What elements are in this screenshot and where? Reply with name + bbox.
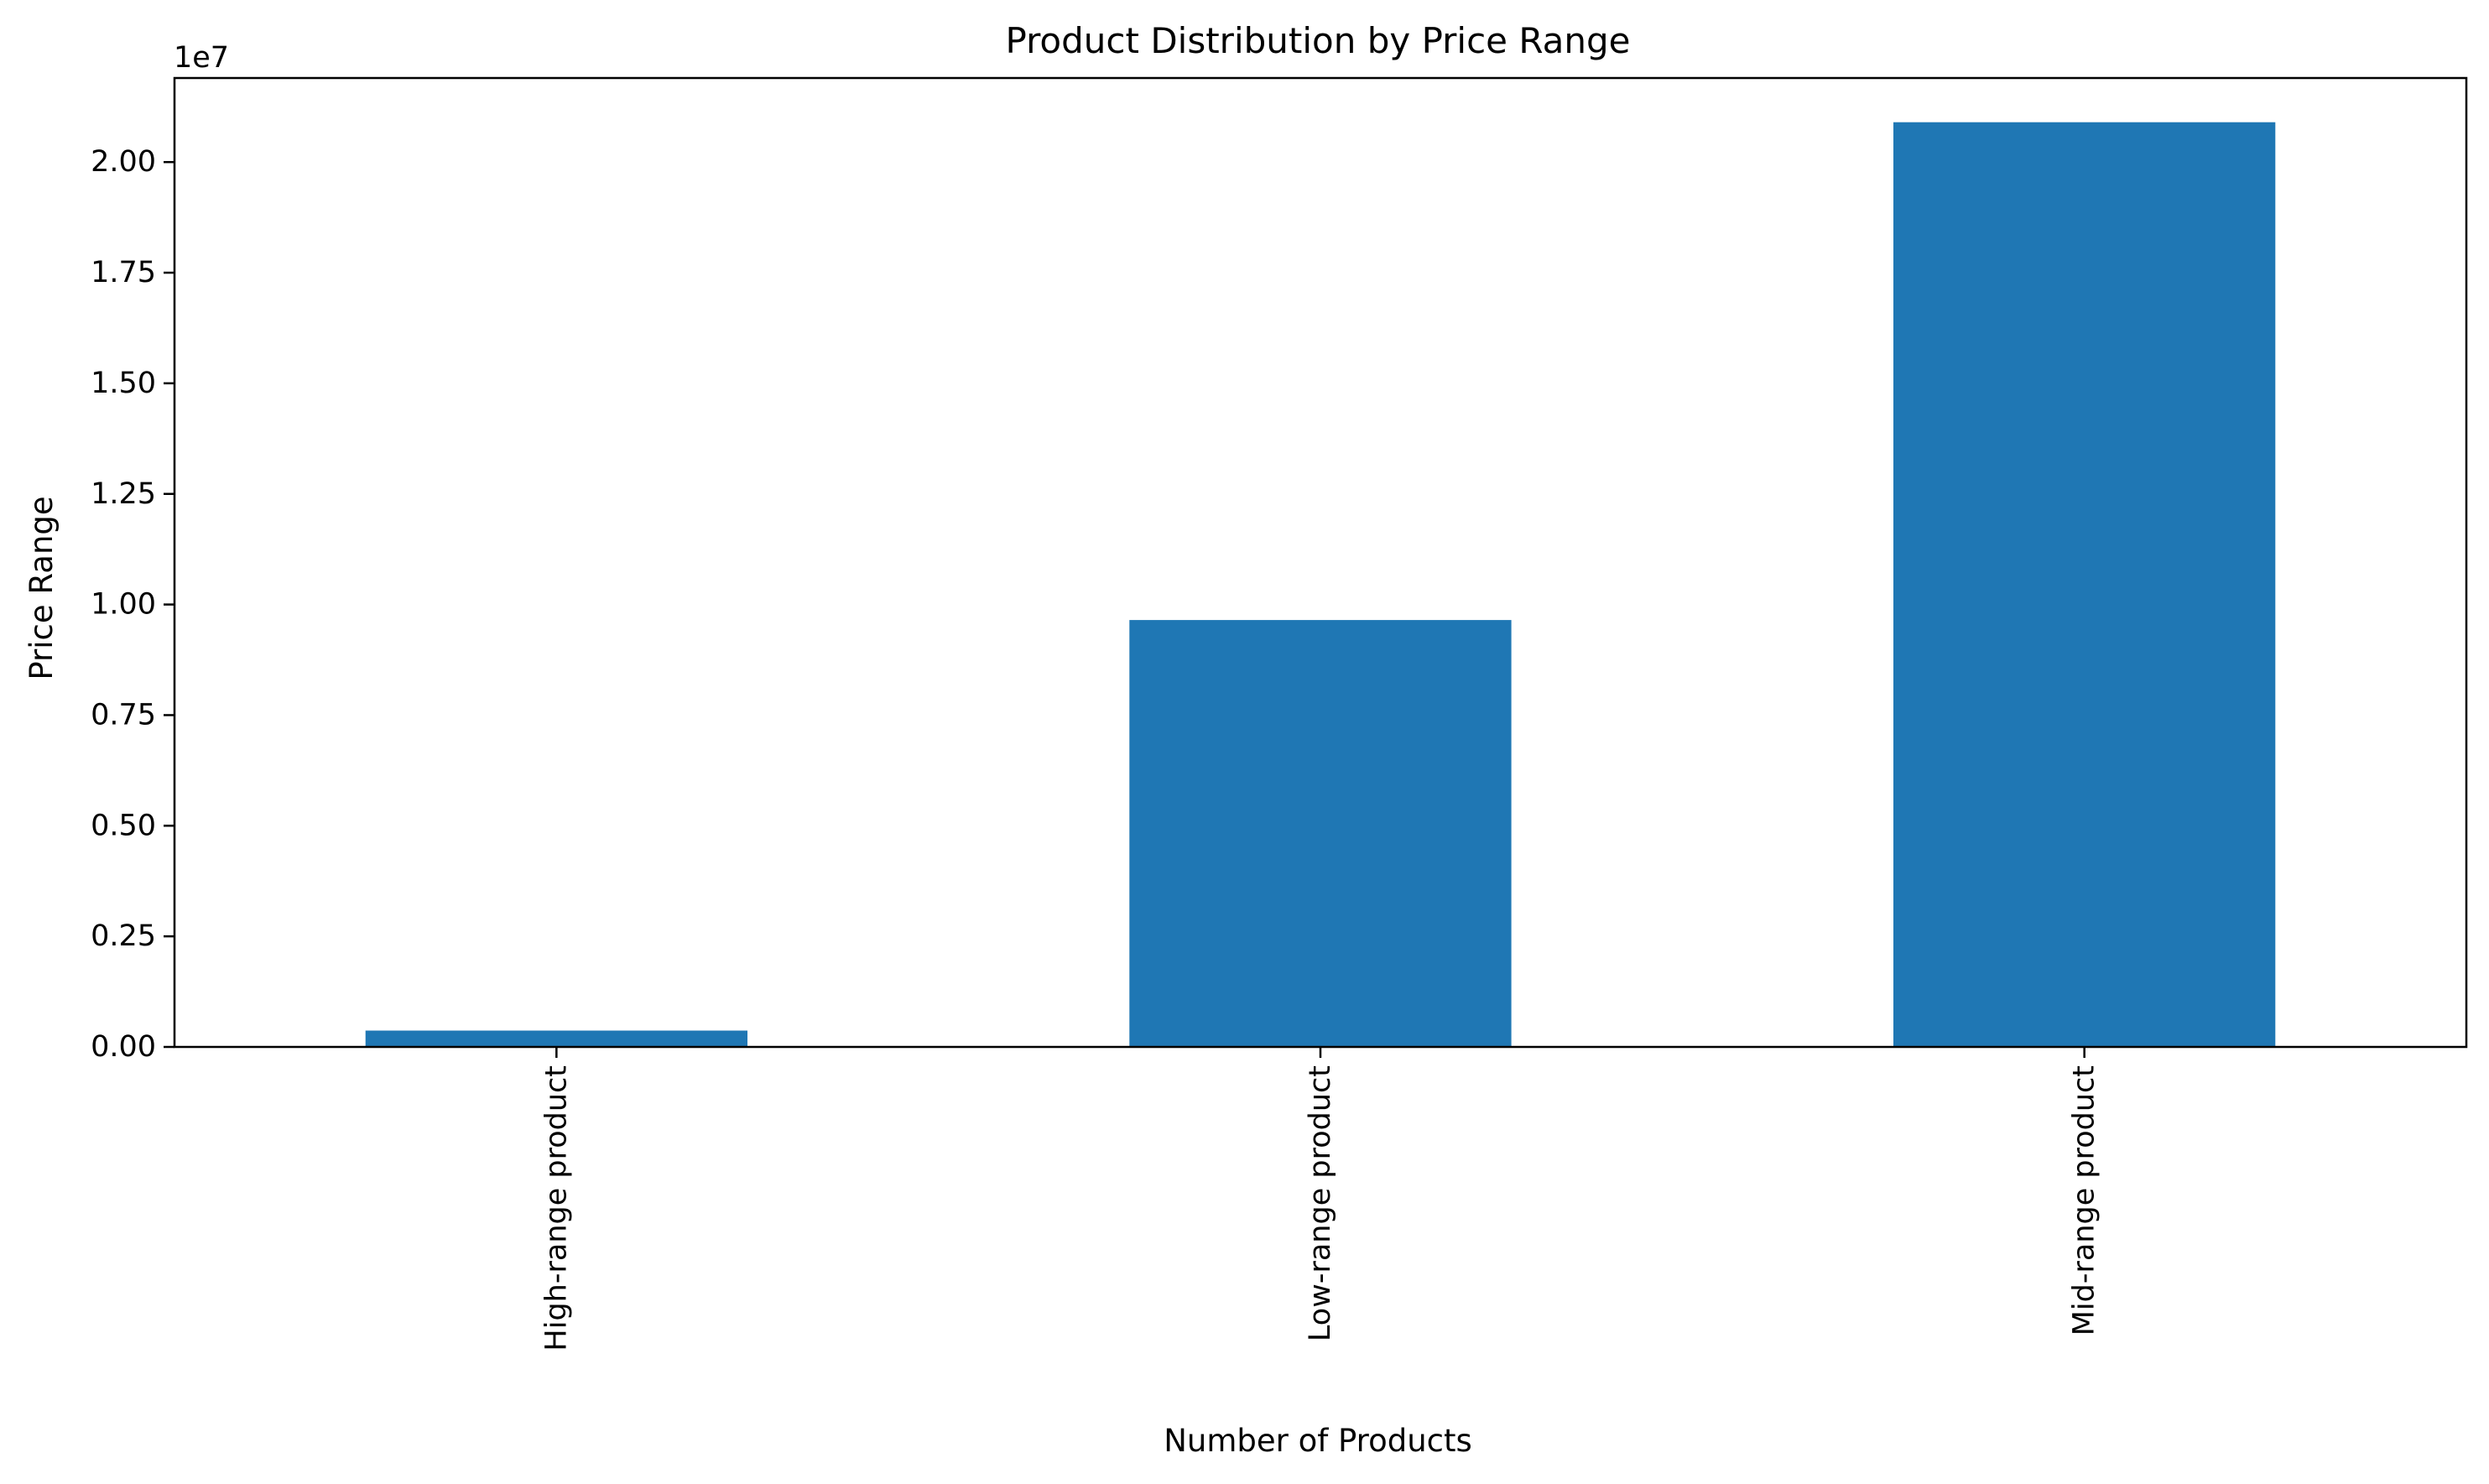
- y-tick-label-3: 0.75: [91, 698, 156, 732]
- x-tick-label-2: Mid-range product: [2068, 1065, 2101, 1336]
- y-axis-ticks: 0.00 0.25 0.50 0.75 1.00 1.25 1.50 1.75 2.00: [91, 145, 174, 1064]
- y-tick-label-6: 1.50: [91, 367, 156, 400]
- y-tick-label-0: 0.00: [91, 1030, 156, 1064]
- bars-group: [365, 122, 2276, 1048]
- y-tick-label-2: 0.50: [91, 809, 156, 842]
- y-tick-label-8: 2.00: [91, 145, 156, 179]
- x-axis-ticks: High-range product Low-range product Mid-r…: [539, 1047, 2101, 1351]
- y-tick-label-1: 0.25: [91, 919, 156, 953]
- bar-2: [1893, 122, 2276, 1048]
- chart-title: Product Distribution by Price Range: [1006, 20, 1631, 61]
- bar-0: [365, 1030, 747, 1047]
- y-axis-offset-label: 1e7: [174, 41, 229, 75]
- plot-area: 0.00 0.25 0.50 0.75 1.00 1.25 1.50 1.75 2.00 Hig…: [91, 76, 2468, 1351]
- x-axis-label: Number of Products: [1164, 1423, 1472, 1459]
- bar-1: [1129, 620, 1512, 1047]
- y-tick-label-5: 1.25: [91, 477, 156, 511]
- x-tick-label-1: Low-range product: [1304, 1065, 1337, 1341]
- y-axis-label: Price Range: [23, 496, 60, 680]
- y-tick-label-4: 1.00: [91, 588, 156, 622]
- y-tick-label-7: 1.75: [91, 256, 156, 289]
- x-tick-label-0: High-range product: [539, 1065, 573, 1351]
